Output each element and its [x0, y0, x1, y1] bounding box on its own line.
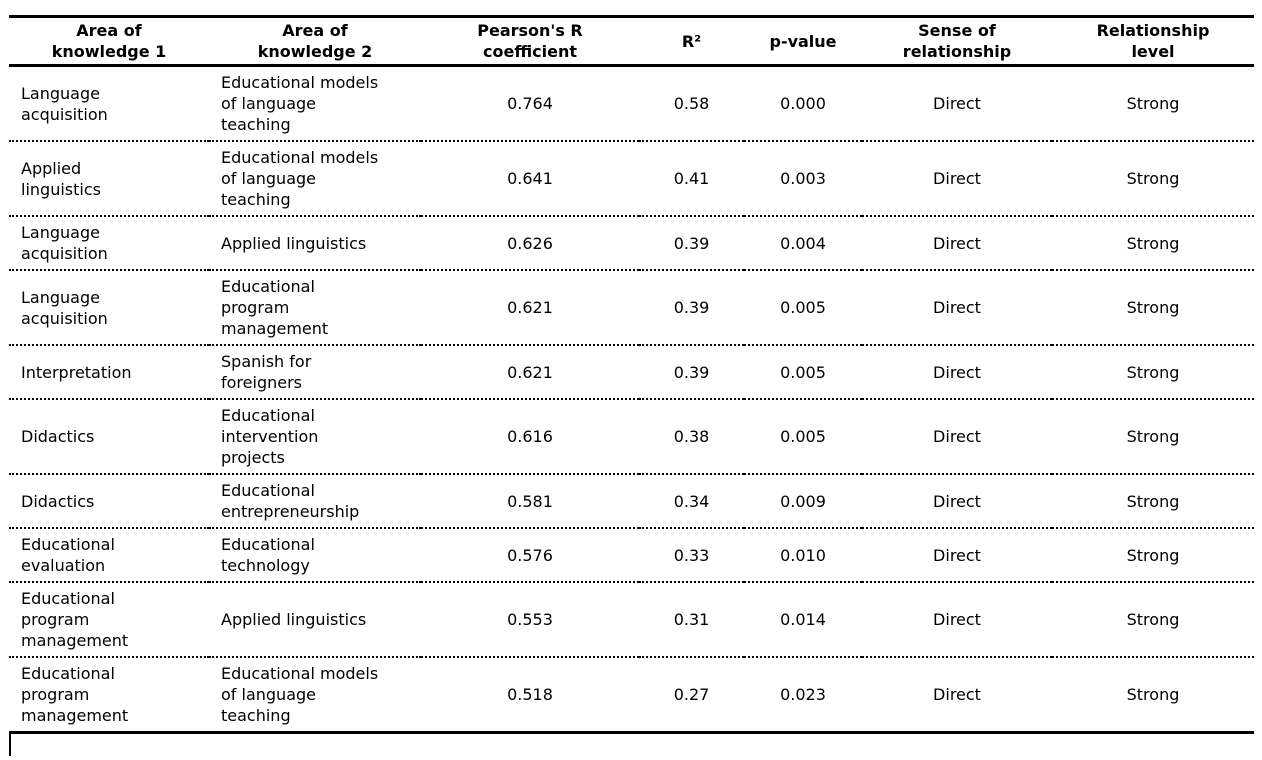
cell-p-value: 0.000 — [744, 65, 862, 142]
table-row: Educational program management Education… — [9, 657, 1254, 733]
cell-area-of-knowledge-1: Interpretation — [9, 345, 209, 400]
table-row: Educational evaluation Educational techn… — [9, 528, 1254, 583]
table-row: Applied linguistics Educational models o… — [9, 141, 1254, 217]
cell-relationship-level: Strong — [1052, 141, 1254, 217]
table-row: Language acquisition Applied linguistics… — [9, 216, 1254, 271]
cell-sense-of-relationship: Direct — [862, 65, 1052, 142]
cell-area-of-knowledge-2: Educational program management — [209, 270, 421, 346]
cell-r-squared: 0.34 — [639, 474, 744, 529]
cell-sense-of-relationship: Direct — [862, 528, 1052, 583]
cell-p-value: 0.003 — [744, 141, 862, 217]
cell-relationship-level: Strong — [1052, 345, 1254, 400]
cell-area-of-knowledge-2: Applied linguistics — [209, 582, 421, 658]
cell-area-of-knowledge-1: Language acquisition — [9, 216, 209, 271]
cell-sense-of-relationship: Direct — [862, 399, 1052, 475]
table-row: Interpretation Spanish for foreigners 0.… — [9, 345, 1254, 400]
cell-r-squared: 0.41 — [639, 141, 744, 217]
cell-area-of-knowledge-1: Didactics — [9, 474, 209, 529]
cell-pearsons-r-coefficient: 0.581 — [421, 474, 639, 529]
cell-sense-of-relationship: Direct — [862, 270, 1052, 346]
cell-r-squared: 0.39 — [639, 270, 744, 346]
cell-p-value: 0.010 — [744, 528, 862, 583]
correlation-table: Area of knowledge 1 Area of knowledge 2 … — [9, 15, 1254, 734]
cell-relationship-level: Strong — [1052, 528, 1254, 583]
cell-relationship-level: Strong — [1126, 685, 1180, 704]
table-row: Didactics Educational entrepreneurship 0… — [9, 474, 1254, 529]
cell-area-of-knowledge-2: Educational technology — [209, 528, 421, 583]
cell-pearsons-r-coefficient: 0.576 — [421, 528, 639, 583]
table-body: Language acquisition Educational models … — [9, 65, 1254, 733]
cell-relationship-level: Strong — [1052, 399, 1254, 475]
cell-r-squared: 0.39 — [639, 345, 744, 400]
cell-p-value: 0.004 — [744, 216, 862, 271]
cell-area-of-knowledge-2: Spanish for foreigners — [209, 345, 421, 400]
column-header-p-value: p-value — [744, 16, 862, 67]
cell-sense-of-relationship: Direct — [862, 582, 1052, 658]
table-row: Didactics Educational intervention proje… — [9, 399, 1254, 475]
cell-relationship-level: Strong — [1052, 582, 1254, 658]
cell-pearsons-r-coefficient: 0.626 — [421, 216, 639, 271]
cell-area-of-knowledge-2: Educational models of language teaching — [209, 141, 421, 217]
cell-pearsons-r-coefficient: 0.553 — [421, 582, 639, 658]
cell-pearsons-r-coefficient: 0.641 — [421, 141, 639, 217]
cell-area-of-knowledge-1: Language acquisition — [9, 270, 209, 346]
cell-r-squared: 0.39 — [639, 216, 744, 271]
cell-p-value: 0.009 — [744, 474, 862, 529]
cell-pearsons-r-coefficient: 0.518 — [507, 685, 553, 704]
cell-area-of-knowledge-2: Applied linguistics — [209, 216, 421, 271]
cell-r-squared: 0.38 — [639, 399, 744, 475]
cell-relationship-level: Strong — [1052, 216, 1254, 271]
column-header-sense-of-relationship: Sense of relationship — [862, 16, 1052, 67]
cell-area-of-knowledge-1: Didactics — [9, 399, 209, 475]
cell-area-of-knowledge-2: Educational entrepreneurship — [209, 474, 421, 529]
below-table-frame-left-edge — [9, 734, 11, 756]
cell-sense-of-relationship: Direct — [862, 345, 1052, 400]
cell-area-of-knowledge-2: Educational models of language teaching — [209, 65, 421, 142]
cell-r-squared: 0.27 — [673, 685, 710, 704]
table-row: Language acquisition Educational models … — [9, 65, 1254, 142]
column-header-area-of-knowledge-1: Area of knowledge 1 — [9, 16, 209, 67]
cell-area-of-knowledge-2: Educational intervention projects — [209, 399, 421, 475]
cell-pearsons-r-coefficient: 0.621 — [421, 270, 639, 346]
cell-p-value: 0.005 — [744, 399, 862, 475]
cell-pearsons-r-coefficient: 0.616 — [421, 399, 639, 475]
cell-relationship-level: Strong — [1052, 65, 1254, 142]
table-row: Educational program management Applied l… — [9, 582, 1254, 658]
column-header-r-squared: R² — [639, 16, 744, 67]
cell-sense-of-relationship: Direct — [862, 474, 1052, 529]
cell-sense-of-relationship: Direct — [933, 685, 981, 704]
cell-p-value: 0.005 — [744, 270, 862, 346]
cell-area-of-knowledge-1: Educational program management — [21, 664, 129, 725]
cell-area-of-knowledge-1: Language acquisition — [9, 65, 209, 142]
cell-relationship-level: Strong — [1052, 474, 1254, 529]
table-row: Language acquisition Educational program… — [9, 270, 1254, 346]
column-header-relationship-level: Relationship level — [1052, 16, 1254, 67]
cell-area-of-knowledge-1: Educational evaluation — [9, 528, 209, 583]
cell-pearsons-r-coefficient: 0.621 — [421, 345, 639, 400]
cell-r-squared: 0.58 — [639, 65, 744, 142]
cell-p-value: 0.014 — [744, 582, 862, 658]
cell-sense-of-relationship: Direct — [862, 141, 1052, 217]
cell-area-of-knowledge-1: Educational program management — [9, 582, 209, 658]
cell-r-squared: 0.33 — [639, 528, 744, 583]
cell-pearsons-r-coefficient: 0.764 — [421, 65, 639, 142]
cell-p-value: 0.023 — [780, 685, 826, 704]
cell-relationship-level: Strong — [1052, 270, 1254, 346]
column-header-area-of-knowledge-2: Area of knowledge 2 — [209, 16, 421, 67]
cell-area-of-knowledge-2: Educational models of language teaching — [221, 664, 379, 725]
cell-area-of-knowledge-1: Applied linguistics — [9, 141, 209, 217]
cell-sense-of-relationship: Direct — [862, 216, 1052, 271]
cell-r-squared: 0.31 — [639, 582, 744, 658]
cell-p-value: 0.005 — [744, 345, 862, 400]
table-header-row: Area of knowledge 1 Area of knowledge 2 … — [9, 16, 1254, 67]
column-header-pearsons-r-coefficient: Pearson's R coefficient — [421, 16, 639, 67]
